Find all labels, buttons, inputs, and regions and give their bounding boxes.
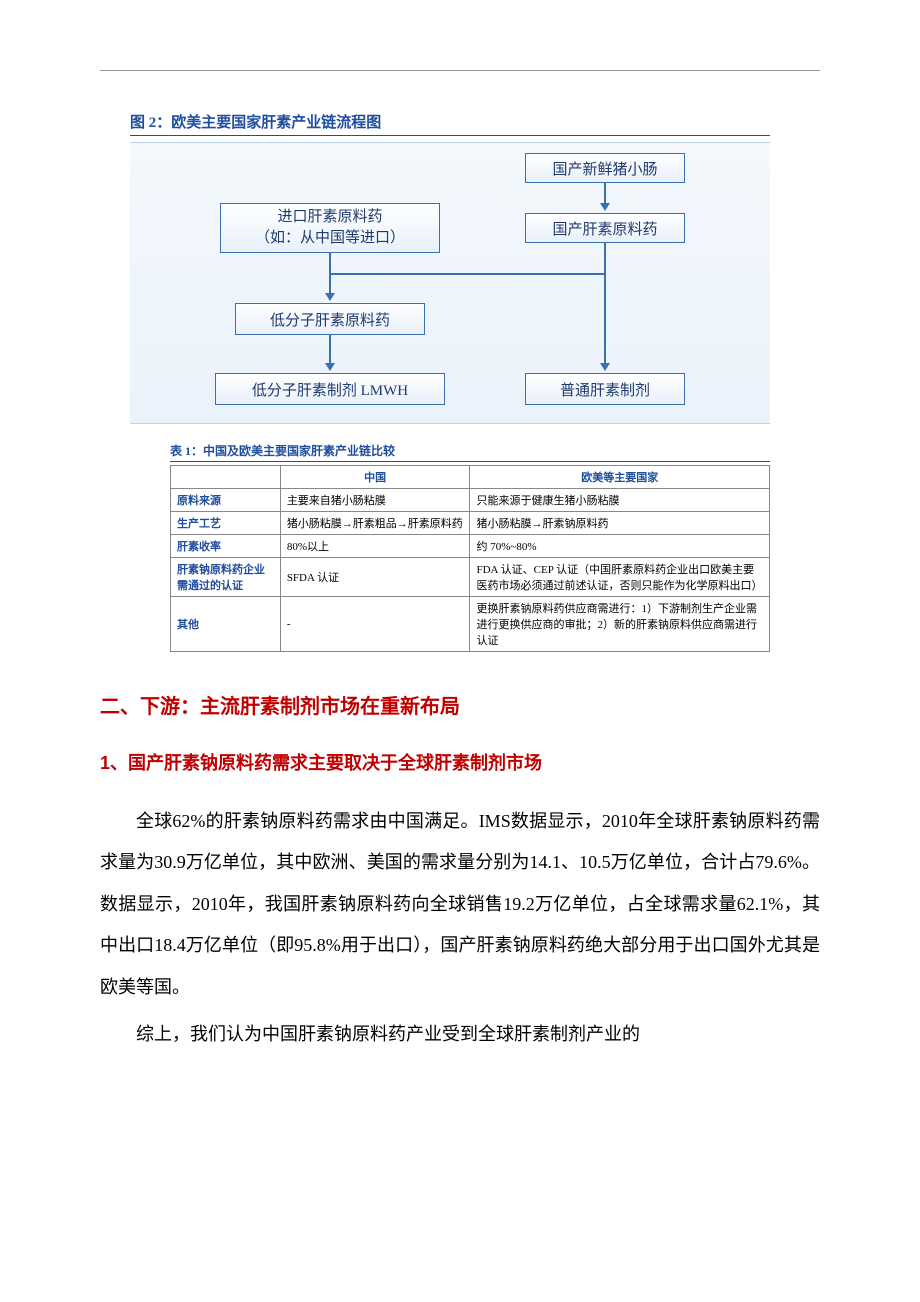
table-header-cell [171,466,281,489]
flowchart-arrow [329,335,331,365]
flowchart-node-label: 国产肝素原料药 [552,218,657,239]
table-row: 原料来源 主要来自猪小肠粘膜 只能来源于健康生猪小肠粘膜 [171,489,770,512]
flowchart-node-n3: 国产肝素原料药 [525,213,685,243]
table-cell: 猪小肠粘膜→肝素粗品→肝素原料药 [280,512,470,535]
flowchart-node-label: 低分子肝素制剂 LMWH [252,379,408,400]
page: 图 2：欧美主要国家肝素产业链流程图 国产新鲜猪小肠 进口肝素原料药 （如：从中… [0,0,920,1302]
paragraph-1: 全球62%的肝素钠原料药需求由中国满足。IMS数据显示，2010年全球肝素钠原料… [100,801,820,1008]
flowchart-node-label: 国产新鲜猪小肠 [552,158,657,179]
figure-caption: 图 2：欧美主要国家肝素产业链流程图 [130,111,770,136]
table-row: 生产工艺 猪小肠粘膜→肝素粗品→肝素原料药 猪小肠粘膜→肝素钠原料药 [171,512,770,535]
table-rowhdr: 原料来源 [171,489,281,512]
table-cell: 主要来自猪小肠粘膜 [280,489,470,512]
table-rowhdr: 生产工艺 [171,512,281,535]
table-rowhdr: 肝素钠原料药企业需通过的认证 [171,558,281,597]
flowchart-node-label: 低分子肝素原料药 [270,309,390,330]
table-cell: 80%以上 [280,535,470,558]
section-heading-3: 1、国产肝素钠原料药需求主要取决于全球肝素制剂市场 [100,749,820,775]
table-header-cell: 中国 [280,466,470,489]
table-row: 肝素收率 80%以上 约 70%~80% [171,535,770,558]
flowchart-node-n1: 国产新鲜猪小肠 [525,153,685,183]
flowchart-arrow [604,243,606,273]
flowchart-node-n6: 普通肝素制剂 [525,373,685,405]
flowchart-arrow [329,253,331,273]
table-cell: - [280,597,470,652]
table-cell: SFDA 认证 [280,558,470,597]
top-rule [100,70,820,71]
comparison-table: 中国 欧美等主要国家 原料来源 主要来自猪小肠粘膜 只能来源于健康生猪小肠粘膜 … [170,465,770,652]
table-cell: 猪小肠粘膜→肝素钠原料药 [470,512,770,535]
flowchart-arrowhead [600,363,610,371]
table-rowhdr: 其他 [171,597,281,652]
flowchart-node-n5: 低分子肝素制剂 LMWH [215,373,445,405]
flowchart-arrow [329,273,331,295]
flowchart-arrowhead [325,293,335,301]
table-cell: 只能来源于健康生猪小肠粘膜 [470,489,770,512]
flowchart-arrowhead [325,363,335,371]
table-cell: 更换肝素钠原料药供应商需进行：1）下游制剂生产企业需进行更换供应商的审批；2）新… [470,597,770,652]
flowchart: 国产新鲜猪小肠 进口肝素原料药 （如：从中国等进口） 国产肝素原料药 低分子肝素… [130,142,770,424]
flowchart-arrow [604,273,606,365]
table-row: 其他 - 更换肝素钠原料药供应商需进行：1）下游制剂生产企业需进行更换供应商的审… [171,597,770,652]
section-heading-2: 二、下游：主流肝素制剂市场在重新布局 [100,690,820,719]
flowchart-node-n2: 进口肝素原料药 （如：从中国等进口） [220,203,440,253]
flowchart-arrow [329,273,606,275]
table-row: 肝素钠原料药企业需通过的认证 SFDA 认证 FDA 认证、CEP 认证（中国肝… [171,558,770,597]
flowchart-node-label: 进口肝素原料药 （如：从中国等进口） [255,207,405,249]
flowchart-arrow [604,183,606,205]
table-rowhdr: 肝素收率 [171,535,281,558]
table-cell: 约 70%~80% [470,535,770,558]
table-header-cell: 欧美等主要国家 [470,466,770,489]
flowchart-arrowhead [600,203,610,211]
flowchart-node-n4: 低分子肝素原料药 [235,303,425,335]
table-cell: FDA 认证、CEP 认证（中国肝素原料药企业出口欧美主要医药市场必须通过前述认… [470,558,770,597]
table-header-row: 中国 欧美等主要国家 [171,466,770,489]
table-caption: 表 1：中国及欧美主要国家肝素产业链比较 [170,442,770,462]
flowchart-node-label: 普通肝素制剂 [560,379,650,400]
paragraph-2: 综上，我们认为中国肝素钠原料药产业受到全球肝素制剂产业的 [100,1014,820,1055]
